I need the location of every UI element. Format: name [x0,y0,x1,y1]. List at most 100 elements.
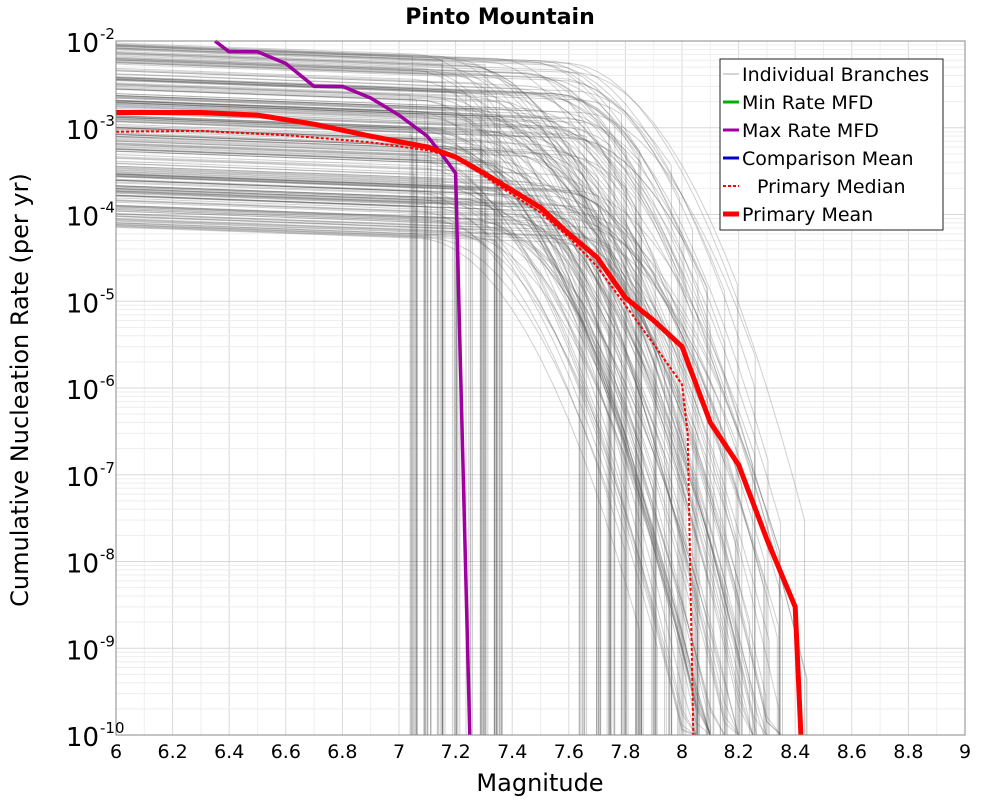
branch-line [115,157,740,735]
y-tick-exponent: -4 [100,199,115,217]
branch-line [115,77,769,735]
branch-line [115,99,742,736]
branch-line [115,146,728,735]
branch-line [115,173,498,735]
branch-line [115,69,482,735]
x-tick-label: 8 [676,741,688,763]
branch-line [115,116,588,735]
branch-line [115,188,743,735]
branch-line [115,178,496,735]
branch-line [115,70,446,735]
branch-line [115,58,679,735]
y-tick-label: 10 [66,550,99,580]
branch-line [115,52,743,735]
branch-line [115,70,695,735]
branch-line [115,48,444,735]
series-primary-mean [116,110,804,736]
branch-line [115,144,432,735]
legend-label: Primary Median [757,176,906,198]
branch-line [115,116,670,735]
branch-line [115,194,428,735]
branch-line [115,100,481,735]
branch-line [115,105,496,735]
branch-line [115,144,418,735]
branch-line [115,205,654,735]
branch-line [115,224,432,735]
branch-line [115,62,457,735]
branch-line [115,219,611,735]
branch-line [115,195,714,736]
branch-line [115,222,485,735]
series-lines [115,39,804,736]
branch-line [115,44,697,735]
branch-line [115,169,757,736]
branch-line [115,100,608,735]
branch-line [115,129,779,736]
branch-line [115,145,770,736]
branch-line [115,88,443,735]
legend-label: Individual Branches [742,64,929,86]
branch-line [115,206,642,735]
branch-line [115,220,778,736]
x-tick-label: 7.4 [497,741,527,763]
branch-line [115,223,440,735]
branch-line [115,117,444,735]
y-tick-label: 10 [66,376,99,406]
branch-line [115,88,741,736]
branch-line [115,103,501,735]
branch-line [115,77,641,735]
x-tick-label: 6 [110,741,122,763]
x-tick-label: 9 [959,741,971,763]
branch-line [115,200,667,735]
branch-line [115,174,758,736]
branch-line [115,179,741,736]
branch-line [115,115,626,735]
branch-line [115,78,616,735]
branch-line [115,79,586,735]
branch-line [115,48,693,735]
x-tick-label: 8.2 [723,741,753,763]
branch-line [115,94,756,735]
branch-line [115,73,672,735]
branch-line [115,55,738,735]
branch-line [115,150,470,735]
branch-line [115,148,623,735]
branch-line [115,127,665,735]
branch-line [115,179,684,735]
branch-line [115,102,795,736]
y-tick-label: 10 [66,289,99,319]
branch-line [115,165,444,735]
branch-line [115,191,697,735]
branch-line [115,181,598,735]
branch-line [115,185,486,735]
branch-line [115,43,699,735]
legend: Individual Branches Min Rate MFD Max Rate … [719,58,944,231]
branch-line [115,190,459,735]
branch-line [115,96,798,736]
branch-line [115,179,724,735]
branch-line [115,226,640,735]
chart-title: Pinto Mountain [405,5,595,30]
branch-line [115,143,726,736]
branch-line [115,97,765,735]
branch-line [115,104,585,735]
branch-line [115,80,627,735]
x-tick-label: 7.2 [440,741,470,763]
branch-line [115,58,637,735]
branch-line [115,204,461,735]
branch-line [115,140,432,735]
branch-line [115,175,765,736]
branch-line [115,219,736,735]
y-tick-exponent: -9 [100,632,115,650]
branch-line [115,59,489,735]
branch-line [115,83,727,735]
branch-line [115,137,637,735]
y-tick-exponent: -6 [100,372,115,390]
y-tick-label: 10 [66,116,99,146]
branch-line [115,51,443,735]
branch-line [115,59,428,735]
branch-line [115,205,672,735]
branch-line [115,154,456,735]
